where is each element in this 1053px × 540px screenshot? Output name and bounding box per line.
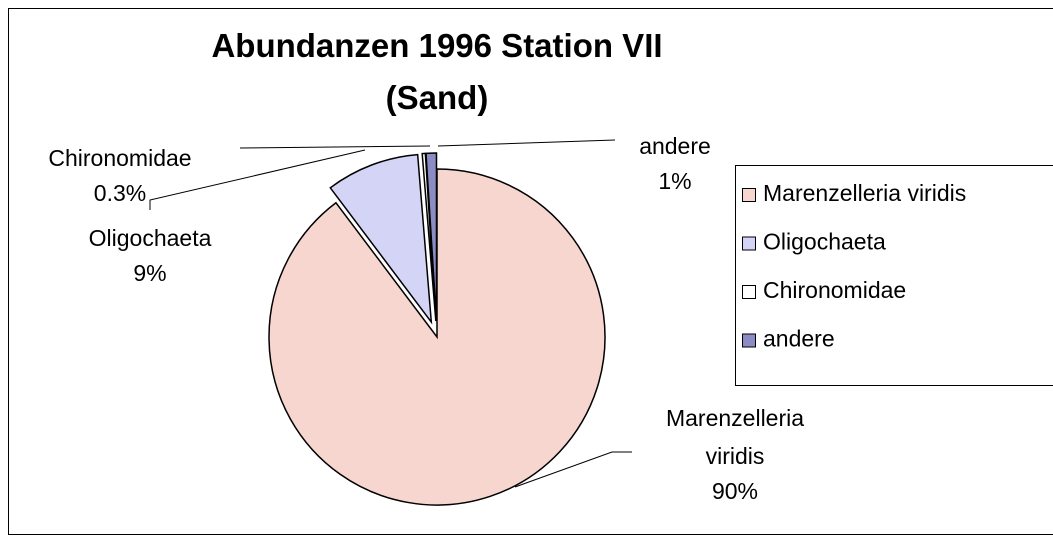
data-label-value: 1% [658, 168, 691, 194]
data-label-name: Chironomidae [48, 145, 191, 171]
legend-label: andere [763, 326, 835, 352]
data-label-name-line: andere [639, 133, 711, 159]
legend-swatch [742, 236, 756, 251]
data-label-name-line: viridis [706, 443, 765, 469]
data-label-value: 0.3% [94, 180, 146, 206]
legend-box [735, 165, 1053, 386]
data-label-name-line: Oligochaeta [89, 225, 212, 251]
chart-title-line: Abundanzen 1996 Station VII [211, 27, 662, 64]
leader-line [514, 451, 632, 488]
pie-slice [329, 153, 433, 325]
legend-swatch [742, 333, 756, 348]
data-label-name: andere [639, 133, 711, 159]
pie-slice [268, 168, 606, 506]
pie-slice [425, 152, 438, 322]
chart-title-line: (Sand) [386, 79, 489, 116]
data-label-name-line: Chironomidae [48, 145, 191, 171]
leader-line [239, 145, 431, 149]
leader-line [437, 139, 616, 147]
legend-swatch [742, 285, 756, 299]
chart-title: Abundanzen 1996 Station VII (Sand) [211, 27, 662, 116]
leader-line [149, 149, 366, 210]
data-label-value: 9% [133, 260, 166, 286]
data-label-name: Marenzelleria viridis [666, 405, 804, 469]
data-label-name: Oligochaeta [89, 225, 212, 251]
legend-label: Chironomidae [763, 277, 906, 303]
legend-label: Marenzelleria viridis [763, 180, 966, 206]
data-label-value: 90% [712, 478, 758, 504]
data-label-name-line: Marenzelleria [666, 405, 804, 431]
legend-label: Oligochaeta [763, 229, 886, 255]
legend-swatch [742, 188, 756, 202]
